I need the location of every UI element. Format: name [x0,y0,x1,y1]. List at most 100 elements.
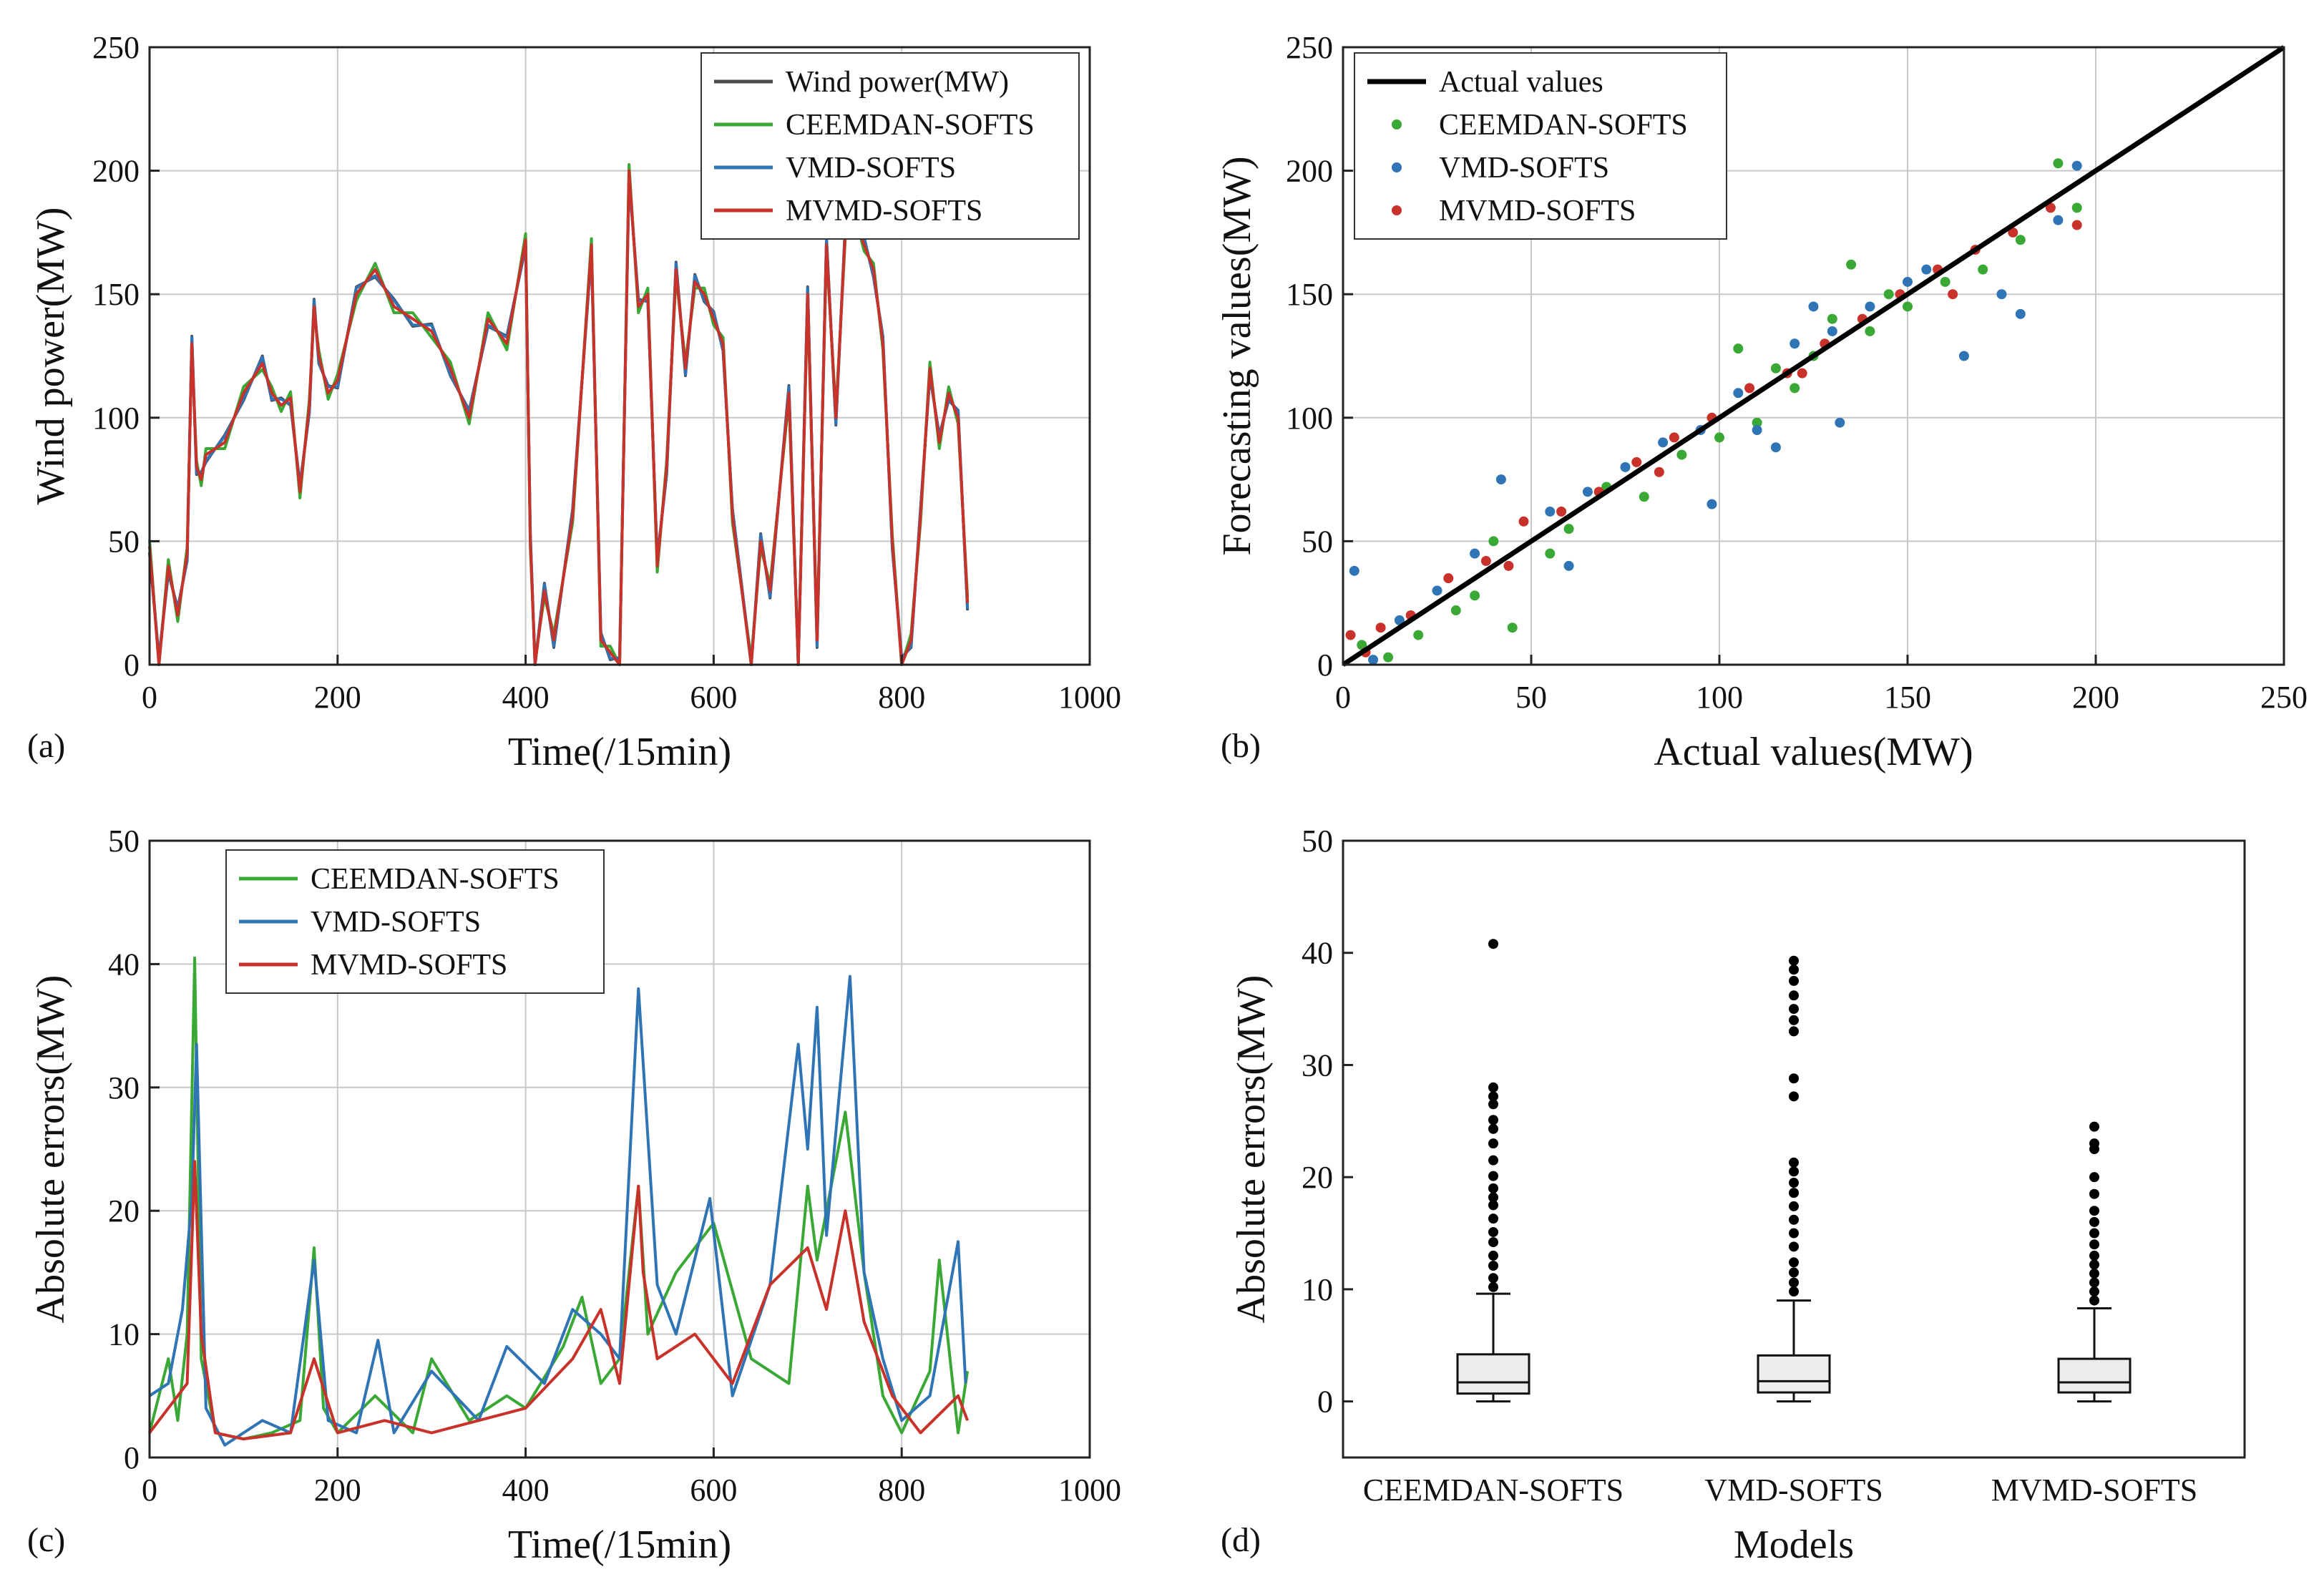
scatter-point-vmd [1865,301,1875,312]
x-axis-label: Models [1734,1523,1854,1567]
scatter-point-mvmd [1631,456,1642,467]
box-outlier [1488,1082,1498,1093]
x-axis-label: Actual values(MW) [1654,730,1973,774]
reference-line [1342,45,2285,667]
scatter-point-vmd [1733,388,1744,399]
box-outlier [1789,990,1799,1001]
legend-swatch [1392,205,1402,215]
box-outlier [1789,1257,1799,1268]
box-outlier [1789,1178,1799,1188]
x-tick-label: 1000 [1058,1473,1121,1508]
panel-b: 0 50 100 150 200 250 0 50 100 150 200 250 Actual val… [1215,30,2308,774]
box-outlier [2089,1172,2099,1183]
y-axis-label: Absolute errors(MW) [1229,975,1274,1324]
panel-a: 0 200 400 600 800 1000 0 50 100 150 200 250 Time(/15… [27,30,1121,774]
box-outlier [1488,1099,1498,1110]
box-outlier [1789,1073,1799,1084]
legend-label: VMD-SOFTS [786,152,956,185]
x-tick-label: VMD-SOFTS [1704,1473,1883,1508]
scatter-point-mvmd [1744,383,1755,394]
scatter-point-ceemdan [1639,492,1649,502]
scatter-point-ceemdan [1357,640,1367,650]
axes-frame [1342,839,2246,1459]
box-outlier [1789,1241,1799,1252]
panel-label: (a) [27,727,65,765]
y-tick-label: 200 [1286,154,1333,189]
legend-label: CEEMDAN-SOFTS [311,863,560,896]
box-outlier [1488,1138,1498,1149]
box-body [2057,1357,2132,1394]
legend-box [700,52,1080,240]
scatter-point-vmd [1770,442,1781,453]
scatter-point-mvmd [2008,227,2018,238]
x-axis-label: Time(/15min) [508,730,731,774]
scatter-point-vmd [1563,560,1574,571]
y-axis-label: Forecasting values(MW) [1215,156,1259,555]
y-tick-label: 10 [1302,1272,1333,1307]
scatter-point-vmd [1658,437,1669,448]
scatter-point-vmd [1349,565,1359,576]
scatter-point-ceemdan [1940,276,1951,287]
x-tick-label: 150 [1884,680,1931,715]
box-outlier [1488,1250,1498,1261]
scatter-point-vmd [1495,474,1506,485]
scatter-point-mvmd [2045,202,2056,213]
x-tick-label: 400 [502,680,550,715]
scatter-point-ceemdan [1733,343,1744,354]
box-outlier [2089,1206,2099,1216]
axes-frame [148,839,1091,1459]
legend-swatch [1392,119,1402,130]
legend-label: MVMD-SOFTS [786,195,982,228]
box-outlier [1488,1237,1498,1248]
scatter-point-ceemdan [2071,202,2082,213]
x-tick-label: 250 [2260,680,2308,715]
scatter-point-ceemdan [1507,622,1518,633]
scatter-point-ceemdan [1752,417,1762,428]
scatter-point-vmd [2015,308,2026,319]
box-outlier [2089,1250,2099,1261]
box-outlier [1488,1260,1498,1271]
box-outlier [1488,1171,1498,1181]
scatter-point-ceemdan [1846,259,1857,270]
panel-label: (b) [1221,727,1261,765]
box-outlier [1789,965,1799,975]
x-tick-label: 200 [2072,680,2119,715]
box-outlier [1488,1192,1498,1203]
x-tick-label: 0 [142,1473,157,1508]
y-tick-label: 40 [108,947,140,982]
box-outlier [1789,1091,1799,1102]
box-outlier [1789,1201,1799,1211]
x-axis-label: Time(/15min) [508,1523,731,1567]
box-outlier [1789,1188,1799,1198]
scatter-point-mvmd [1669,432,1679,443]
y-tick-label: 150 [1286,277,1333,312]
x-tick-label: 400 [502,1473,550,1508]
scatter-point-ceemdan [1545,548,1556,559]
box-outlier [1488,1123,1498,1134]
scatter-point-vmd [1432,585,1442,596]
box-outlier [1488,1226,1498,1237]
box-outlier [1789,1004,1799,1015]
scatter-point-vmd [1394,615,1405,625]
x-tick-label: 600 [690,680,737,715]
box-outlier [1488,1200,1498,1211]
scatter-point-ceemdan [1865,326,1875,336]
y-tick-label: 30 [1302,1048,1333,1083]
legend-label: MVMD-SOFTS [1439,195,1636,228]
y-tick-label: 150 [92,277,140,312]
y-tick-label: 50 [108,824,140,859]
box-outlier [1488,1155,1498,1166]
y-tick-label: 10 [108,1317,140,1352]
scatter-point-ceemdan [2053,158,2064,169]
legend-label: CEEMDAN-SOFTS [1439,109,1688,142]
scatter-point-ceemdan [1903,301,1913,312]
scatter-point-ceemdan [1714,432,1724,443]
scatter-point-ceemdan [1790,383,1800,394]
scatter-point-ceemdan [1383,652,1394,663]
box-outlier [1488,1213,1498,1224]
legend-label: Wind power(MW) [786,66,1009,99]
box-body [1456,1353,1530,1395]
box-outlier [2089,1138,2099,1149]
y-tick-label: 50 [1302,524,1333,559]
